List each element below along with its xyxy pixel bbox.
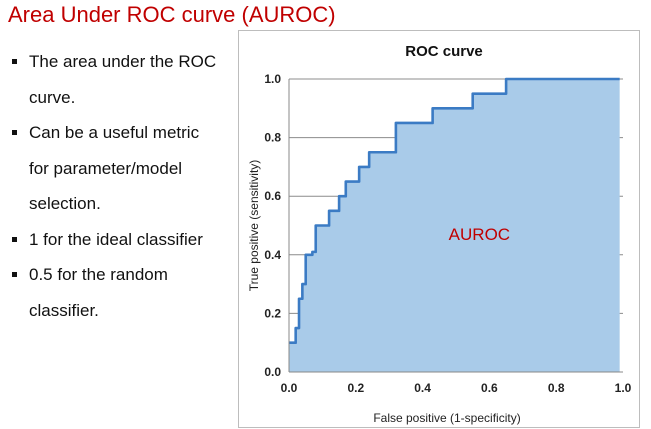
y-tick-label: 0.0	[264, 365, 281, 379]
bullet-item: The area under the ROC curve.	[12, 44, 222, 115]
x-axis-title: False positive (1-specificity)	[373, 411, 520, 425]
x-tick-label: 0.2	[347, 381, 364, 395]
bullet-text: Can be a useful metric for parameter/mod…	[29, 123, 200, 213]
roc-chart: ROC curve AUROC 0.0 0.2 0.4 0.6 0.8 1.0 0.0 0.2…	[247, 43, 632, 425]
y-axis-title: True positive (sensitivity)	[247, 160, 261, 292]
y-tick-label: 1.0	[264, 72, 281, 86]
bullet-text: 1 for the ideal classifier	[29, 229, 203, 249]
x-tick-label: 0.0	[281, 381, 298, 395]
roc-curve-line	[289, 77, 620, 344]
x-tick-label: 1.0	[615, 381, 632, 395]
roc-chart-frame: ROC curve AUROC 0.0 0.2 0.4 0.6 0.8 1.0 0.0 0.2…	[238, 30, 640, 428]
x-tick-label: 0.4	[414, 381, 431, 395]
bullet-list: The area under the ROC curve. Can be a u…	[12, 44, 222, 328]
slide-title: Area Under ROC curve (AUROC)	[8, 2, 336, 27]
y-tick-label: 0.4	[264, 248, 281, 262]
y-tick-label: 0.8	[264, 131, 281, 145]
bullet-item: 0.5 for the random classifier.	[12, 257, 222, 328]
bullet-item: Can be a useful metric for parameter/mod…	[12, 115, 222, 222]
bullet-text: 0.5 for the random classifier.	[29, 265, 168, 320]
x-tick-label: 0.6	[481, 381, 498, 395]
bullet-square-icon	[12, 272, 17, 277]
bullet-square-icon	[12, 236, 17, 242]
y-tick-label: 0.2	[264, 306, 281, 320]
y-tick-label: 0.6	[264, 189, 281, 203]
auroc-label: AUROC	[449, 225, 510, 244]
bullet-item: 1 for the ideal classifier	[12, 222, 222, 258]
bullet-text: The area under the ROC curve.	[29, 52, 217, 107]
bullet-square-icon	[12, 59, 17, 64]
chart-title: ROC curve	[405, 43, 483, 60]
bullet-square-icon	[12, 130, 17, 135]
x-tick-label: 0.8	[548, 381, 565, 395]
